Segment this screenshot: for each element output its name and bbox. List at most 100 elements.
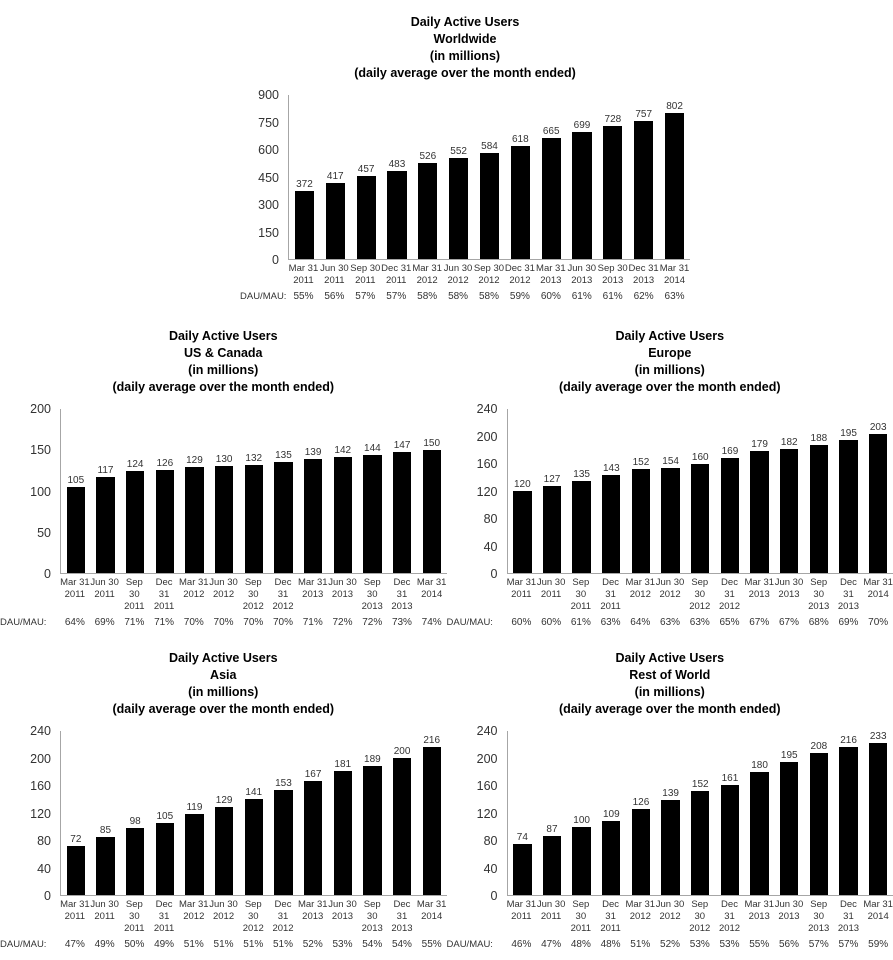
- x-tick-date: Mar 31: [60, 577, 90, 589]
- bar: [513, 844, 531, 895]
- bar-value-label: 144: [364, 443, 381, 454]
- x-tick-date: Sep 30: [566, 577, 596, 601]
- x-tick-year: 2011: [288, 275, 319, 287]
- x-tick-year: 2011: [507, 911, 537, 923]
- bar: [357, 176, 376, 259]
- bar: [334, 457, 352, 573]
- bar-slot: 117: [91, 409, 121, 573]
- dau-mau-values: 64%69%71%71%70%70%70%70%71%72%72%73%74%: [60, 617, 447, 628]
- x-tick-date: Dec 31: [628, 263, 659, 275]
- bar-slot: 135: [567, 409, 597, 573]
- x-tick-date: Jun 30: [443, 263, 474, 275]
- x-tick-date: Sep 30: [685, 899, 715, 923]
- bar-slot: 179: [745, 409, 775, 573]
- x-tick-year: 2012: [443, 275, 474, 287]
- x-tick-year: 2011: [90, 589, 120, 601]
- bar-value-label: 85: [100, 825, 111, 836]
- x-tick-year: 2012: [474, 275, 505, 287]
- y-tick-label: 80: [484, 512, 498, 526]
- y-tick-label: 300: [258, 198, 279, 212]
- bar: [750, 772, 768, 895]
- dau-mau-value: 61%: [566, 291, 597, 302]
- y-tick-label: 40: [37, 862, 51, 876]
- y-tick-label: 160: [477, 457, 498, 471]
- bar: [632, 469, 650, 573]
- bar-value-label: 109: [603, 809, 620, 820]
- dau-mau-row: DAU/MAU: 64%69%71%71%70%70%70%70%71%72%7…: [0, 617, 447, 628]
- y-tick-label: 200: [477, 430, 498, 444]
- chart-title-line: Daily Active Users: [447, 650, 893, 667]
- dau-mau-value: 70%: [209, 617, 239, 628]
- y-tick-label: 120: [477, 807, 498, 821]
- bar-value-label: 160: [692, 452, 709, 463]
- x-tick-date: Dec 31: [149, 899, 179, 923]
- x-tick-year: 2013: [328, 589, 358, 601]
- bar-slot: 129: [209, 731, 239, 895]
- dau-mau-value: 58%: [412, 291, 443, 302]
- bar-value-label: 802: [666, 101, 683, 112]
- dau-mau-value: 65%: [715, 617, 745, 628]
- x-tick-date: Dec 31: [834, 577, 864, 601]
- chart-title-line: Asia: [0, 667, 447, 684]
- bar: [304, 781, 322, 895]
- x-tick-date: Sep 30: [685, 577, 715, 601]
- x-tick-date: Mar 31: [417, 899, 447, 911]
- x-tick-date: Sep 30: [350, 263, 381, 275]
- x-tick-date: Sep 30: [597, 263, 628, 275]
- bar: [634, 121, 653, 259]
- x-tick-date: Mar 31: [417, 577, 447, 589]
- dau-mau-value: 57%: [381, 291, 412, 302]
- bar-value-label: 124: [127, 459, 144, 470]
- bar-slot: 109: [596, 731, 626, 895]
- dau-mau-value: 63%: [685, 617, 715, 628]
- x-tick-year: 2013: [357, 601, 387, 613]
- x-tick-year: 2012: [268, 601, 298, 613]
- x-tick-year: 2013: [744, 911, 774, 923]
- bar-value-label: 699: [574, 120, 591, 131]
- dau-mau-value: 56%: [319, 291, 350, 302]
- bar-slot: 74: [508, 731, 538, 895]
- x-tick-year: 2011: [60, 589, 90, 601]
- bar-value-label: 203: [870, 422, 887, 433]
- bar-slot: 208: [804, 731, 834, 895]
- y-tick-label: 450: [258, 171, 279, 185]
- x-tick-date: Dec 31: [387, 577, 417, 601]
- x-tick-year: 2012: [655, 911, 685, 923]
- bar: [449, 158, 468, 259]
- x-tick-date: Dec 31: [387, 899, 417, 923]
- bar-value-label: 180: [751, 760, 768, 771]
- bar-value-label: 142: [334, 445, 351, 456]
- bar-slot: 130: [209, 409, 239, 573]
- bar-slot: 372: [289, 95, 320, 259]
- bar-value-label: 150: [423, 438, 440, 449]
- bar-slot: 188: [804, 409, 834, 573]
- dau-mau-value: 72%: [328, 617, 358, 628]
- dau-mau-value: 59%: [863, 939, 893, 950]
- bar-slot: 417: [320, 95, 351, 259]
- bar: [810, 753, 828, 895]
- dau-mau-value: 55%: [417, 939, 447, 950]
- dau-mau-value: 58%: [443, 291, 474, 302]
